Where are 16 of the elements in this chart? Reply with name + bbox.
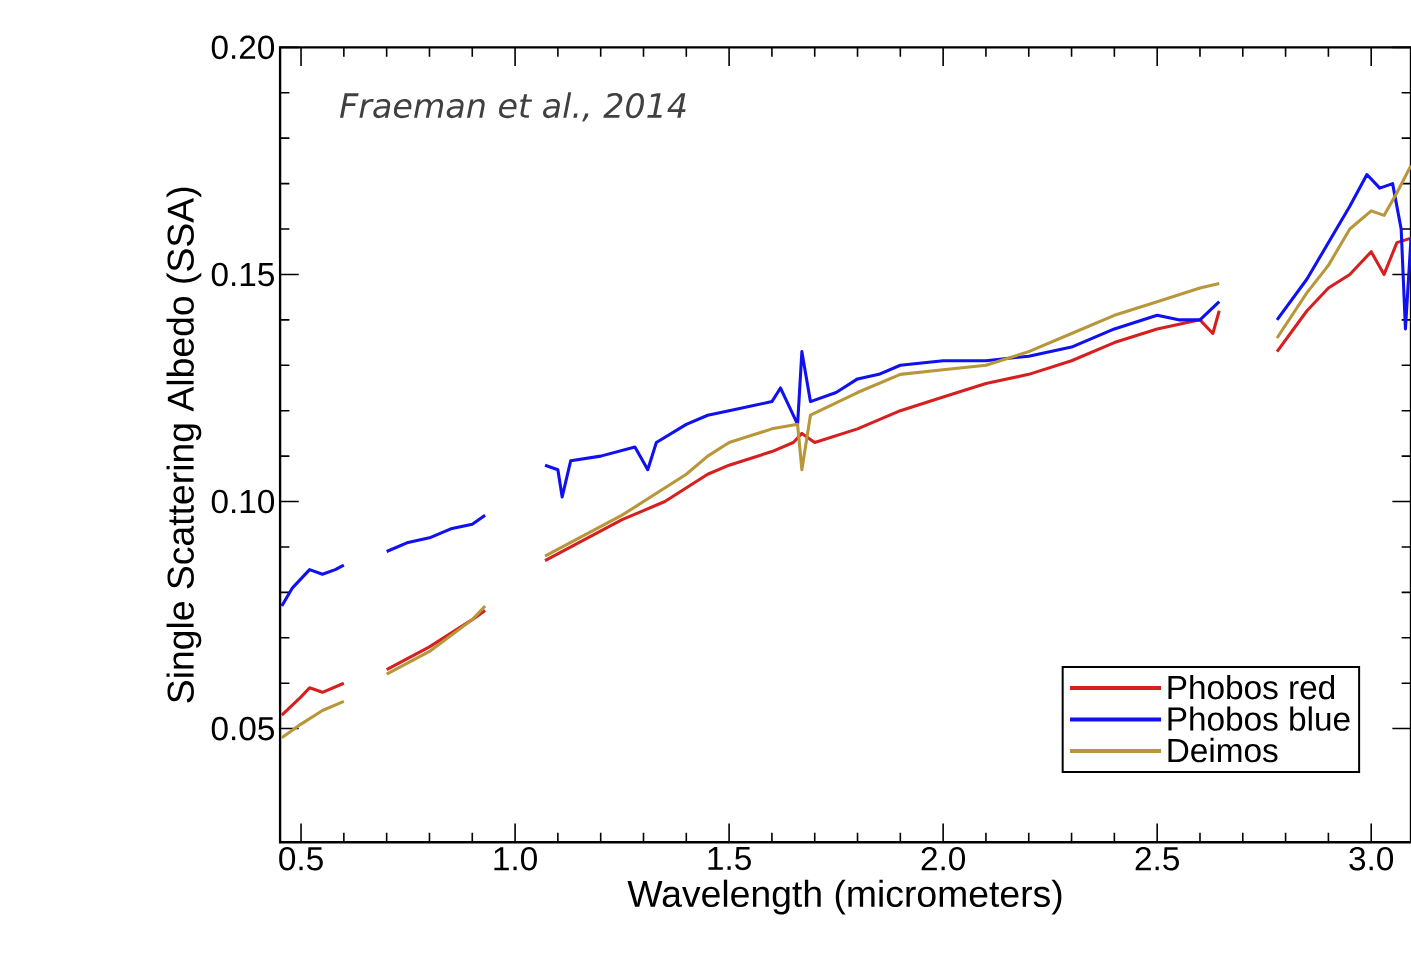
y-tick-label: 0.15 — [211, 262, 274, 287]
y-axis-title: Single Scattering Albedo (SSA) — [166, 187, 202, 703]
y-tick-label: 0.10 — [211, 489, 275, 514]
x-axis-title: Wavelength (micrometers) — [627, 879, 1062, 915]
legend-label: Phobos blue — [1168, 706, 1350, 731]
y-tick-label: 0.20 — [211, 35, 275, 60]
x-tick-label: 2.5 — [1135, 846, 1179, 871]
x-tick-label: 3.0 — [1349, 846, 1394, 871]
x-tick-label: 1.5 — [708, 846, 751, 871]
x-tick-label: 1.0 — [494, 846, 537, 871]
x-tick-label: 0.5 — [279, 846, 323, 871]
y-tick-label: 0.05 — [211, 716, 274, 741]
x-tick-label: 2.0 — [921, 846, 966, 871]
legend-label: Deimos — [1168, 737, 1278, 763]
legend-label: Phobos red — [1168, 674, 1335, 700]
annotation: Fraeman et al., 2014 — [339, 92, 686, 122]
